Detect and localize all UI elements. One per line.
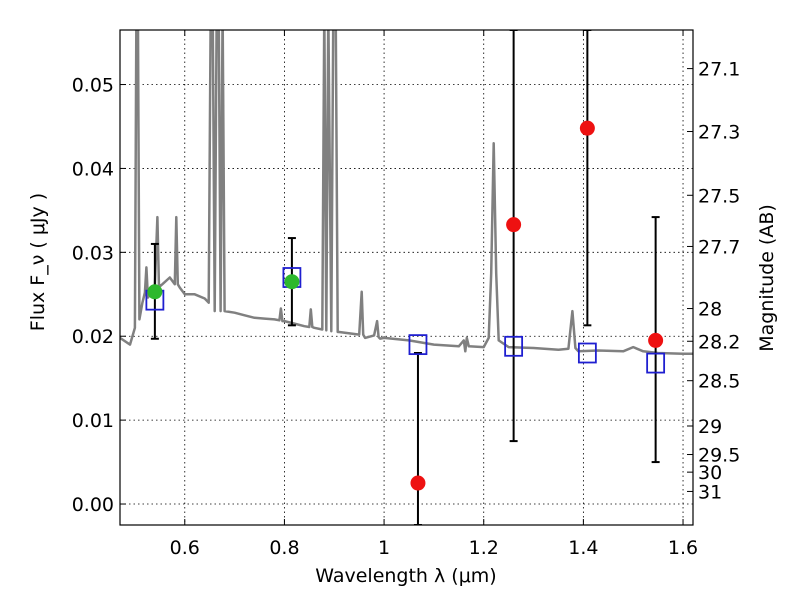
magnitude-tick-label: 27.7 <box>698 236 740 258</box>
y-tick-label: 0.04 <box>72 158 114 180</box>
x-tick-label: 1.4 <box>568 537 598 559</box>
magnitude-tick-label: 27.5 <box>698 185 740 207</box>
y-tick-label: 0.05 <box>72 75 114 97</box>
observed-photometry-points <box>147 120 664 491</box>
error-bars <box>150 30 660 525</box>
model-flux-square <box>504 335 524 357</box>
observed-flux-point <box>284 274 300 290</box>
observed-flux-point <box>579 120 595 136</box>
x-tick-label: 0.8 <box>269 537 299 559</box>
model-spectrum-line <box>120 30 693 356</box>
x-tick-label: 1.6 <box>668 537 698 559</box>
magnitude-tick-label: 30 <box>698 462 722 484</box>
y-tick-label: 0.01 <box>72 410 114 432</box>
grid <box>120 30 693 525</box>
y-axis-title-right: Magnitude (AB) <box>756 204 778 352</box>
x-axis-title: Wavelength λ (μm) <box>315 565 496 587</box>
magnitude-tick-label: 29 <box>698 416 722 438</box>
y-tick-label: 0.00 <box>72 494 114 516</box>
magnitude-tick-label: 28 <box>698 299 722 321</box>
y-tick-label: 0.02 <box>72 326 114 348</box>
magnitude-tick-label: 28.2 <box>698 331 740 353</box>
x-tick-label: 1.2 <box>469 537 499 559</box>
observed-flux-point <box>506 217 522 233</box>
model-flux-square <box>577 342 597 364</box>
observed-flux-point <box>410 475 426 491</box>
magnitude-tick-label: 27.3 <box>698 122 740 144</box>
x-tick-label: 0.6 <box>170 537 200 559</box>
magnitude-tick-label: 31 <box>698 481 722 503</box>
x-tick-label: 1 <box>378 537 390 559</box>
y-axis-title-left: Flux F_ν ( μJy ) <box>27 193 49 331</box>
model-flux-square <box>646 352 666 374</box>
axis-ticks: 0.6 0.8 1 1.2 1.4 1.6 0.00 0.01 0.02 0.03 0.04 0.05… <box>72 30 740 559</box>
magnitude-tick-label: 27.1 <box>698 59 740 81</box>
observed-flux-point <box>648 332 664 348</box>
observed-flux-point <box>147 284 163 300</box>
magnitude-tick-label: 28.5 <box>698 371 740 393</box>
magnitude-tick-label: 29.5 <box>698 445 740 467</box>
y-tick-label: 0.03 <box>72 242 114 264</box>
plot-frame <box>119 29 694 526</box>
model-photometry-squares <box>145 267 666 374</box>
model-flux-square <box>408 334 428 356</box>
